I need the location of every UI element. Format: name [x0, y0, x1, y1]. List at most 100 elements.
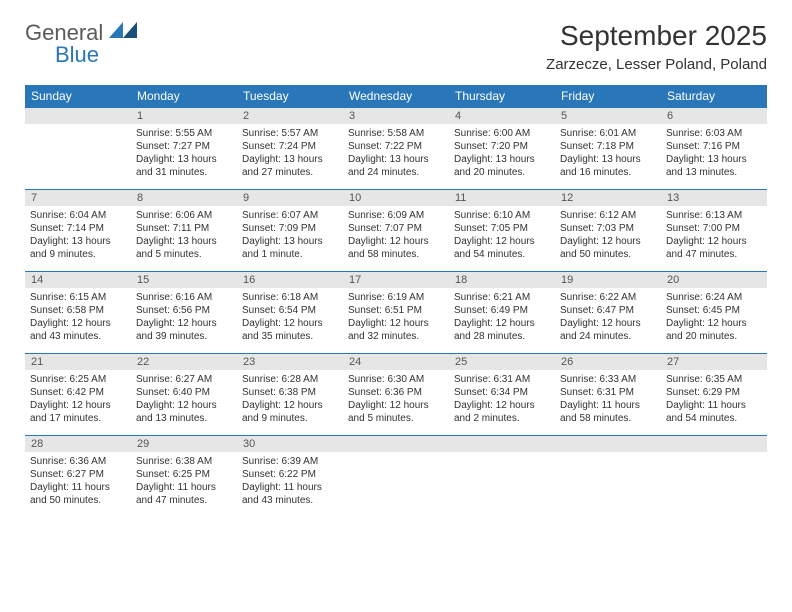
day-dl: Daylight: 12 hours and 13 minutes. [136, 399, 232, 425]
calendar-week-row: 21Sunrise: 6:25 AMSunset: 6:42 PMDayligh… [25, 354, 767, 436]
calendar-cell: 23Sunrise: 6:28 AMSunset: 6:38 PMDayligh… [237, 354, 343, 436]
calendar-cell: 20Sunrise: 6:24 AMSunset: 6:45 PMDayligh… [661, 272, 767, 354]
day-sr: Sunrise: 6:28 AM [242, 373, 338, 386]
day-dl: Daylight: 12 hours and 35 minutes. [242, 317, 338, 343]
weekday-header: Saturday [661, 85, 767, 108]
day-number: 6 [661, 108, 767, 124]
day-content: Sunrise: 6:09 AMSunset: 7:07 PMDaylight:… [343, 206, 449, 265]
day-sr: Sunrise: 5:55 AM [136, 127, 232, 140]
day-content: Sunrise: 6:07 AMSunset: 7:09 PMDaylight:… [237, 206, 343, 265]
calendar-cell [449, 436, 555, 518]
day-content: Sunrise: 6:25 AMSunset: 6:42 PMDaylight:… [25, 370, 131, 429]
weekday-header: Sunday [25, 85, 131, 108]
day-ss: Sunset: 7:14 PM [30, 222, 126, 235]
day-content: Sunrise: 6:18 AMSunset: 6:54 PMDaylight:… [237, 288, 343, 347]
day-dl: Daylight: 12 hours and 2 minutes. [454, 399, 550, 425]
day-content: Sunrise: 6:24 AMSunset: 6:45 PMDaylight:… [661, 288, 767, 347]
day-content: Sunrise: 6:27 AMSunset: 6:40 PMDaylight:… [131, 370, 237, 429]
calendar-cell: 16Sunrise: 6:18 AMSunset: 6:54 PMDayligh… [237, 272, 343, 354]
calendar-cell: 15Sunrise: 6:16 AMSunset: 6:56 PMDayligh… [131, 272, 237, 354]
weekday-header: Monday [131, 85, 237, 108]
day-sr: Sunrise: 6:16 AM [136, 291, 232, 304]
day-number: 15 [131, 272, 237, 288]
day-ss: Sunset: 6:42 PM [30, 386, 126, 399]
day-dl: Daylight: 11 hours and 43 minutes. [242, 481, 338, 507]
day-content: Sunrise: 6:31 AMSunset: 6:34 PMDaylight:… [449, 370, 555, 429]
day-number: 9 [237, 190, 343, 206]
day-ss: Sunset: 6:38 PM [242, 386, 338, 399]
day-sr: Sunrise: 6:39 AM [242, 455, 338, 468]
day-ss: Sunset: 6:40 PM [136, 386, 232, 399]
day-sr: Sunrise: 6:27 AM [136, 373, 232, 386]
calendar-cell: 28Sunrise: 6:36 AMSunset: 6:27 PMDayligh… [25, 436, 131, 518]
logo-text-2: Blue [55, 44, 137, 66]
calendar-table: Sunday Monday Tuesday Wednesday Thursday… [25, 85, 767, 518]
day-dl: Daylight: 13 hours and 27 minutes. [242, 153, 338, 179]
day-sr: Sunrise: 6:10 AM [454, 209, 550, 222]
day-ss: Sunset: 6:58 PM [30, 304, 126, 317]
day-number: 30 [237, 436, 343, 452]
day-number: 5 [555, 108, 661, 124]
day-ss: Sunset: 6:51 PM [348, 304, 444, 317]
day-ss: Sunset: 6:27 PM [30, 468, 126, 481]
calendar-cell: 9Sunrise: 6:07 AMSunset: 7:09 PMDaylight… [237, 190, 343, 272]
day-sr: Sunrise: 6:25 AM [30, 373, 126, 386]
calendar-cell: 1Sunrise: 5:55 AMSunset: 7:27 PMDaylight… [131, 108, 237, 190]
title-block: September 2025 Zarzecze, Lesser Poland, … [546, 20, 767, 73]
day-ss: Sunset: 6:45 PM [666, 304, 762, 317]
day-number: 1 [131, 108, 237, 124]
day-number: 2 [237, 108, 343, 124]
day-number: 28 [25, 436, 131, 452]
day-dl: Daylight: 12 hours and 20 minutes. [666, 317, 762, 343]
logo: General Blue [25, 20, 137, 66]
day-dl: Daylight: 12 hours and 9 minutes. [242, 399, 338, 425]
day-sr: Sunrise: 6:35 AM [666, 373, 762, 386]
calendar-cell: 5Sunrise: 6:01 AMSunset: 7:18 PMDaylight… [555, 108, 661, 190]
calendar-cell: 8Sunrise: 6:06 AMSunset: 7:11 PMDaylight… [131, 190, 237, 272]
calendar-body: 1Sunrise: 5:55 AMSunset: 7:27 PMDaylight… [25, 108, 767, 518]
day-number: 24 [343, 354, 449, 370]
calendar-cell: 18Sunrise: 6:21 AMSunset: 6:49 PMDayligh… [449, 272, 555, 354]
calendar-cell: 13Sunrise: 6:13 AMSunset: 7:00 PMDayligh… [661, 190, 767, 272]
day-number: 3 [343, 108, 449, 124]
day-sr: Sunrise: 6:22 AM [560, 291, 656, 304]
logo-text: General Blue [25, 20, 137, 66]
calendar-cell: 4Sunrise: 6:00 AMSunset: 7:20 PMDaylight… [449, 108, 555, 190]
day-dl: Daylight: 12 hours and 39 minutes. [136, 317, 232, 343]
day-content: Sunrise: 6:06 AMSunset: 7:11 PMDaylight:… [131, 206, 237, 265]
day-ss: Sunset: 7:05 PM [454, 222, 550, 235]
day-dl: Daylight: 12 hours and 47 minutes. [666, 235, 762, 261]
day-ss: Sunset: 7:16 PM [666, 140, 762, 153]
day-dl: Daylight: 11 hours and 47 minutes. [136, 481, 232, 507]
day-sr: Sunrise: 6:19 AM [348, 291, 444, 304]
calendar-cell: 10Sunrise: 6:09 AMSunset: 7:07 PMDayligh… [343, 190, 449, 272]
day-ss: Sunset: 6:22 PM [242, 468, 338, 481]
day-number: 16 [237, 272, 343, 288]
calendar-cell: 12Sunrise: 6:12 AMSunset: 7:03 PMDayligh… [555, 190, 661, 272]
day-number: 13 [661, 190, 767, 206]
day-number: 12 [555, 190, 661, 206]
calendar-cell: 14Sunrise: 6:15 AMSunset: 6:58 PMDayligh… [25, 272, 131, 354]
day-number: 26 [555, 354, 661, 370]
day-content: Sunrise: 6:01 AMSunset: 7:18 PMDaylight:… [555, 124, 661, 183]
day-sr: Sunrise: 6:18 AM [242, 291, 338, 304]
day-sr: Sunrise: 5:57 AM [242, 127, 338, 140]
day-ss: Sunset: 7:18 PM [560, 140, 656, 153]
day-dl: Daylight: 12 hours and 50 minutes. [560, 235, 656, 261]
day-ss: Sunset: 7:20 PM [454, 140, 550, 153]
day-content: Sunrise: 6:36 AMSunset: 6:27 PMDaylight:… [25, 452, 131, 511]
day-content: Sunrise: 6:19 AMSunset: 6:51 PMDaylight:… [343, 288, 449, 347]
day-dl: Daylight: 13 hours and 31 minutes. [136, 153, 232, 179]
day-content: Sunrise: 6:00 AMSunset: 7:20 PMDaylight:… [449, 124, 555, 183]
calendar-cell [661, 436, 767, 518]
day-content: Sunrise: 6:38 AMSunset: 6:25 PMDaylight:… [131, 452, 237, 511]
day-number: 21 [25, 354, 131, 370]
day-number: 11 [449, 190, 555, 206]
day-number: 29 [131, 436, 237, 452]
day-number: 10 [343, 190, 449, 206]
header: General Blue September 2025 Zarzecze, Le… [25, 20, 767, 73]
day-number: 27 [661, 354, 767, 370]
calendar-cell: 21Sunrise: 6:25 AMSunset: 6:42 PMDayligh… [25, 354, 131, 436]
day-content: Sunrise: 6:13 AMSunset: 7:00 PMDaylight:… [661, 206, 767, 265]
calendar-cell: 24Sunrise: 6:30 AMSunset: 6:36 PMDayligh… [343, 354, 449, 436]
